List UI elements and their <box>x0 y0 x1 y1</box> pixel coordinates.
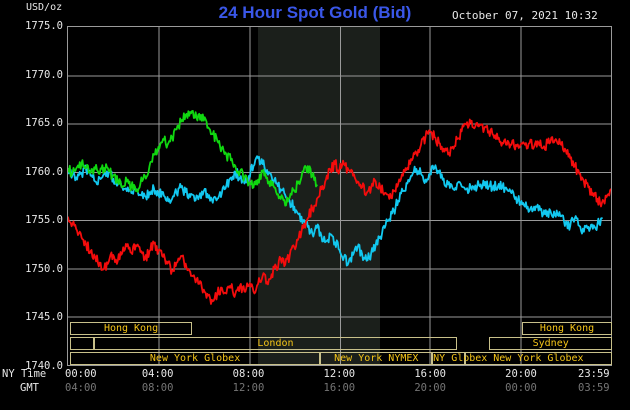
timestamp: October 07, 2021 10:32 <box>452 9 598 22</box>
x-tick-ny-label: 04:00 <box>141 368 174 380</box>
x-tick-ny-label: 16:00 <box>414 368 446 380</box>
x-tick-ny-label: 23:59 <box>578 368 610 380</box>
session-bar: Sydney <box>489 337 612 350</box>
x-tick-gmt-label: 04:00 <box>65 382 97 394</box>
x-tick-ny-label: 00:00 <box>65 368 97 380</box>
series-line-2 <box>68 110 318 207</box>
x-tick-gmt-label: 16:00 <box>323 382 356 394</box>
y-tick-label: 1765.0 <box>25 117 63 130</box>
y-tick-label: 1755.0 <box>25 214 63 227</box>
session-bar: New York Globex <box>69 352 321 365</box>
plot-area <box>67 26 612 366</box>
session-bar: Hong Kong <box>69 322 193 335</box>
page-title: 24 Hour Spot Gold (Bid) <box>218 3 412 22</box>
session-bar: New York NYMEX <box>320 352 433 365</box>
ny-time-row-label: NY Time <box>2 368 47 380</box>
trading-session-bars: Hong Kong Hong Kong London Sydney New York G… <box>67 322 612 366</box>
series-line-0 <box>68 155 603 267</box>
y-tick-label: 1740.0 <box>25 360 63 372</box>
x-tick-ny-label: 20:00 <box>505 368 537 380</box>
y-tick-label: 1745.0 <box>25 311 63 324</box>
session-bar: NY Globex <box>432 352 488 365</box>
session-bar <box>69 337 95 350</box>
x-tick-gmt-label: 00:00 <box>505 382 537 394</box>
gmt-row-label: GMT <box>20 382 39 394</box>
y-tick-label: 1760.0 <box>25 165 63 178</box>
x-tick-ny-label: 12:00 <box>323 368 356 380</box>
x-tick-gmt-label: 08:00 <box>141 382 174 394</box>
y-tick-label: 1775.0 <box>25 20 63 32</box>
x-tick-gmt-label: 03:59 <box>578 382 610 394</box>
series-line-1 <box>68 118 611 305</box>
x-tick-ny-label: 08:00 <box>232 368 265 380</box>
session-bar: Hong Kong <box>522 322 612 335</box>
y-axis-unit-label: USD/oz <box>26 2 63 13</box>
session-bar: London <box>94 337 457 350</box>
session-bar: New York Globex <box>464 352 612 365</box>
y-tick-label: 1770.0 <box>25 68 63 81</box>
x-axis: 00:00 04:00 08:00 12:00 16:00 20:00 23:59 04:00… <box>65 368 615 408</box>
price-series-lines <box>68 110 611 305</box>
x-tick-gmt-label: 20:00 <box>414 382 446 394</box>
y-axis: 1775.0 1770.0 1765.0 1760.0 1755.0 1750.0 1745… <box>0 20 63 372</box>
x-tick-gmt-label: 12:00 <box>232 382 265 394</box>
y-tick-label: 1750.0 <box>25 262 63 275</box>
